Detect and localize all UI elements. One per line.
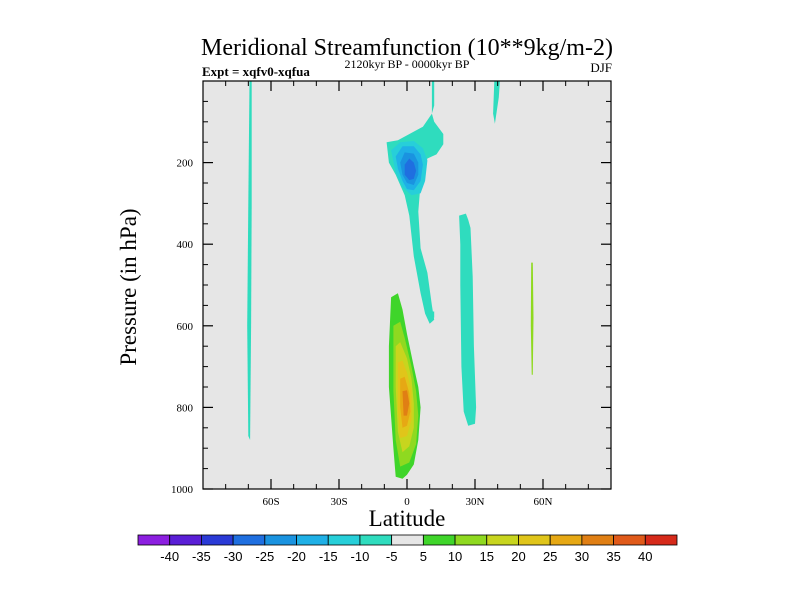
x-tick-label: 0 bbox=[404, 496, 410, 508]
contour-region-5 bbox=[404, 158, 417, 181]
colorbar-swatch-9 bbox=[422, 534, 456, 546]
contour-region-10 bbox=[530, 262, 534, 375]
x-tick-label: 30S bbox=[330, 496, 347, 508]
colorbar-label-6: -10 bbox=[351, 549, 370, 564]
colorbar-swatch-0 bbox=[137, 534, 171, 546]
colorbar-swatch-6 bbox=[327, 534, 361, 546]
colorbar-label-10: 15 bbox=[480, 549, 494, 564]
x-tick-label: 60N bbox=[534, 496, 553, 508]
x-tick-label: 30N bbox=[466, 496, 485, 508]
contour-region-9 bbox=[493, 81, 500, 124]
colorbar-label-14: 35 bbox=[606, 549, 620, 564]
y-tick-label: 800 bbox=[177, 402, 194, 414]
colorbar-swatch-8 bbox=[391, 534, 424, 546]
colorbar-label-11: 20 bbox=[511, 549, 525, 564]
colorbar-label-9: 10 bbox=[448, 549, 462, 564]
contour-region-7 bbox=[431, 311, 435, 318]
time-label: 2120kyr BP - 0000kyr BP bbox=[345, 57, 470, 71]
colorbar-swatch-3 bbox=[232, 534, 266, 546]
colorbar-label-15: 40 bbox=[638, 549, 652, 564]
colorbar-swatch-15 bbox=[613, 534, 646, 546]
experiment-label: Expt = xqfv0-xqfua bbox=[202, 64, 310, 79]
colorbar: -40 -35 -30 -25 -20 -15 -10 -5 5 10 15 20 25 30 35 40 bbox=[137, 534, 678, 564]
colorbar-swatch-10 bbox=[454, 534, 488, 546]
season-label: DJF bbox=[590, 60, 612, 75]
colorbar-label-5: -15 bbox=[319, 549, 338, 564]
colorbar-swatch-14 bbox=[581, 534, 614, 546]
colorbar-swatch-1 bbox=[169, 534, 202, 546]
y-tick-label: 600 bbox=[177, 321, 194, 333]
colorbar-label-4: -20 bbox=[287, 549, 306, 564]
colorbar-label-13: 30 bbox=[575, 549, 589, 564]
colorbar-swatch-5 bbox=[296, 534, 329, 546]
y-axis-label: Pressure (in hPa) bbox=[116, 208, 141, 365]
chart-title: Meridional Streamfunction (10**9kg/m-2) bbox=[201, 35, 613, 61]
colorbar-label-3: -25 bbox=[255, 549, 274, 564]
colorbar-swatch-11 bbox=[486, 534, 519, 546]
contour-region-6 bbox=[431, 81, 435, 114]
x-tick-label: 60S bbox=[262, 496, 279, 508]
colorbar-label-2: -30 bbox=[224, 549, 243, 564]
y-tick-label: 1000 bbox=[171, 484, 194, 496]
plot-area: 60S 30S 0 30N 60N 200 400 600 800 1000 bbox=[171, 80, 612, 508]
colorbar-label-12: 25 bbox=[543, 549, 557, 564]
x-axis-label: Latitude bbox=[369, 506, 446, 531]
colorbar-swatch-4 bbox=[264, 534, 297, 546]
colorbar-label-1: -35 bbox=[192, 549, 211, 564]
colorbar-swatch-12 bbox=[518, 534, 551, 546]
colorbar-label-0: -40 bbox=[160, 549, 179, 564]
colorbar-label-8: 5 bbox=[420, 549, 427, 564]
contour-region-0 bbox=[247, 81, 252, 440]
colorbar-label-7: -5 bbox=[386, 549, 398, 564]
colorbar-swatch-16 bbox=[644, 534, 678, 546]
colorbar-swatch-2 bbox=[201, 534, 234, 546]
colorbar-swatch-7 bbox=[359, 534, 393, 546]
colorbar-swatch-13 bbox=[549, 534, 583, 546]
contour-region-16 bbox=[402, 390, 410, 416]
y-tick-label: 200 bbox=[177, 158, 194, 170]
y-tick-label: 400 bbox=[177, 239, 194, 251]
contour-region-8 bbox=[459, 213, 477, 426]
